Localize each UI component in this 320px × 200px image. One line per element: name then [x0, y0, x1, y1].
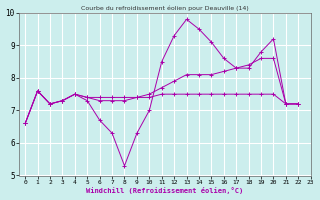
- Title: Courbe du refroidissement éolien pour Deauville (14): Courbe du refroidissement éolien pour De…: [81, 6, 249, 11]
- X-axis label: Windchill (Refroidissement éolien,°C): Windchill (Refroidissement éolien,°C): [86, 187, 244, 194]
